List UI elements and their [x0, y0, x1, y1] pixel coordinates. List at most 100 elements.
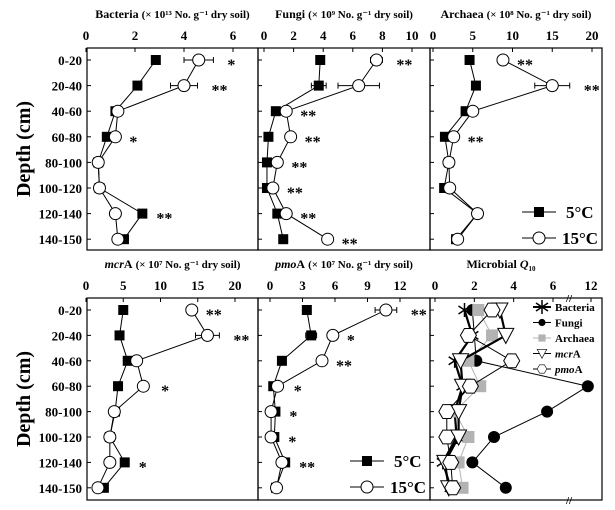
legend-label-15c: 15°C — [390, 478, 426, 497]
data-point — [122, 355, 133, 366]
x-tick-label: 10 — [154, 278, 167, 293]
panel-mcra: mcrA (× 10⁷ No. g⁻¹ dry soil) 0 5 10 15 20 0-20… — [13, 257, 259, 501]
data-point — [541, 405, 554, 418]
x-tick-label: 5 — [470, 28, 477, 43]
depth-tick-label: 20-40 — [52, 79, 82, 94]
title-name: Archaea — [441, 7, 484, 21]
title-name: Microbial — [466, 257, 519, 271]
data-point — [114, 330, 125, 341]
x-tick-label: 20 — [586, 28, 599, 43]
x-tick-label: 6 — [550, 278, 557, 293]
data-point — [472, 304, 485, 316]
data-point — [200, 328, 214, 342]
x-tick-label: 15 — [546, 28, 560, 43]
data-point — [185, 303, 199, 317]
data-point — [313, 80, 324, 91]
data-point — [352, 79, 366, 93]
depth-tick-label: 0-20 — [58, 303, 82, 318]
x-tick-label: 10 — [406, 28, 419, 43]
data-point — [545, 79, 559, 93]
data-point — [451, 232, 465, 246]
legend-marker — [536, 364, 548, 374]
data-point — [266, 181, 280, 195]
data-point — [471, 207, 485, 221]
y-axis-label: Depth (cm) — [13, 351, 35, 447]
data-point — [326, 328, 340, 342]
x-tick-label: 4 — [510, 278, 517, 293]
data-point — [91, 155, 105, 169]
data-point — [496, 327, 515, 345]
depth-tick-label: 120-140 — [39, 207, 82, 222]
plot-frame — [429, 47, 603, 251]
legend-label-pmoA: pmoA — [554, 364, 583, 376]
depth-tick-label: 40-60 — [52, 104, 82, 119]
data-point — [581, 380, 594, 393]
data-point — [464, 55, 475, 65]
data-point — [443, 181, 457, 195]
data-point — [261, 157, 272, 168]
x-tick-label: 8 — [379, 28, 386, 43]
data-point — [284, 130, 298, 144]
legend-marker-5c — [534, 207, 544, 217]
data-point — [438, 429, 456, 445]
x-tick-label: 6 — [332, 278, 339, 293]
data-point — [315, 354, 329, 368]
title-unit: (× 10⁹ No. g⁻¹ dry soil) — [308, 9, 413, 21]
x-tick-label: 0 — [83, 278, 90, 293]
depth-tick-label: 140-150 — [39, 232, 82, 247]
data-point — [466, 456, 479, 469]
temperature-legend: 5°C 15°C — [350, 452, 426, 497]
x-tick-label: 0 — [267, 278, 274, 293]
legend-marker — [538, 334, 546, 342]
legend-italic: mcr — [555, 349, 573, 361]
significance-marker: ** — [517, 57, 533, 74]
axis-break-bottom: // — [565, 495, 573, 507]
data-point — [461, 378, 479, 394]
panel-title: Archaea (× 10⁸ No. g⁻¹ dry soil) — [441, 7, 592, 21]
temperature-legend: 5°C 15°C — [522, 203, 598, 248]
x-tick-label: 2 — [132, 28, 139, 43]
legend-label-5c: 5°C — [394, 452, 422, 471]
significance-marker: * — [161, 383, 169, 400]
data-point — [462, 431, 475, 443]
title-italic: pmo — [274, 257, 296, 271]
panel-q10: Microbial Q10 0 2 4 6 12 // // — [429, 257, 603, 507]
data-point — [459, 327, 478, 343]
data-point — [379, 303, 393, 317]
significance-marker: ** — [584, 83, 600, 100]
significance-marker: * — [288, 434, 296, 451]
data-point — [275, 455, 289, 469]
depth-tick-label: 0-20 — [58, 53, 82, 68]
data-point — [132, 80, 143, 91]
data-point — [276, 355, 287, 366]
data-point — [447, 130, 461, 144]
significance-marker: ** — [396, 57, 412, 74]
legend-italic: pmo — [554, 364, 575, 376]
x-tick-label: 20 — [229, 278, 242, 293]
significance-marker: ** — [336, 358, 352, 375]
data-point — [113, 381, 124, 392]
data-point — [107, 405, 121, 419]
significance-marker: ** — [291, 159, 307, 176]
panel-title: Microbial Q10 — [466, 257, 536, 273]
data-point — [442, 454, 460, 470]
data-point — [130, 354, 144, 368]
data-point — [264, 405, 278, 419]
data-point — [279, 207, 293, 221]
data-point — [466, 104, 480, 118]
significance-marker: ** — [287, 185, 303, 202]
title-name: Fungi — [275, 7, 306, 21]
x-tick-label: 5 — [120, 278, 127, 293]
legend-label-mcrA: mcrA — [555, 349, 581, 361]
panel-title: pmoA (× 10⁷ No. g⁻¹ dry soil) — [274, 257, 413, 271]
depth-tick-label: 100-120 — [39, 430, 82, 445]
depth-tick-label: 140-150 — [39, 481, 82, 496]
title-name: Bacteria — [95, 7, 138, 21]
significance-marker: * — [139, 459, 147, 476]
panel-archaea: Archaea (× 10⁸ No. g⁻¹ dry soil) 0 5 10 15 20 *… — [429, 7, 603, 251]
data-point — [111, 104, 125, 118]
x-tick-label: 2 — [471, 278, 478, 293]
y-axis-label: Depth (cm) — [13, 101, 35, 197]
